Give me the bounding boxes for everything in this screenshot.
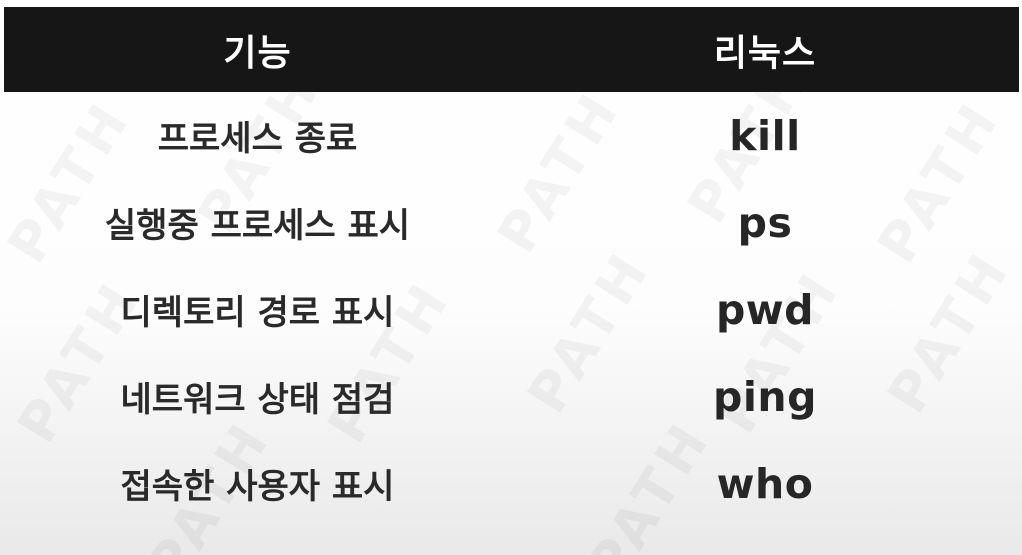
feature-cell: 디렉토리 경로 표시 [120,293,395,333]
command-cell: who [716,459,814,508]
command-cell: ping [713,372,817,421]
feature-cell: 실행중 프로세스 표시 [104,206,411,246]
feature-cell: 프로세스 종료 [157,119,358,159]
table-header: 기능 리눅스 [4,7,1019,92]
table-row: 디렉토리 경로 표시 pwd [4,266,1019,353]
header-linux: 리눅스 [713,32,817,74]
table-row: 프로세스 종료 kill [4,92,1019,179]
feature-cell: 네트워크 상태 점검 [120,380,395,420]
command-cell: pwd [715,285,815,334]
command-cell: kill [729,111,801,160]
table-row: 실행중 프로세스 표시 ps [4,179,1019,266]
command-cell: ps [737,198,793,247]
table-row: 네트워크 상태 점검 ping [4,353,1019,440]
command-comparison-table: 기능 리눅스 프로세스 종료 kill 실행중 프로세스 표시 ps 디렉토리 … [4,7,1019,527]
header-feature: 기능 [223,32,292,74]
feature-cell: 접속한 사용자 표시 [120,467,395,507]
table-row: 접속한 사용자 표시 who [4,440,1019,527]
